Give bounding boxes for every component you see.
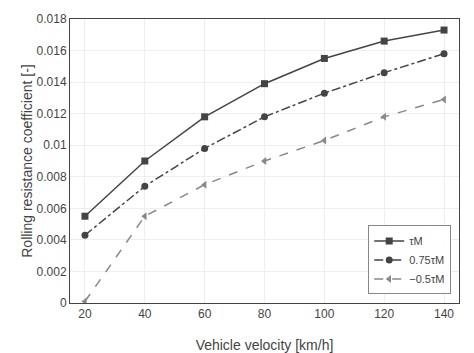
- svg-text:0.016: 0.016: [37, 44, 67, 58]
- svg-text:80: 80: [258, 307, 272, 321]
- svg-text:0.014: 0.014: [37, 75, 67, 89]
- svg-text:120: 120: [374, 307, 394, 321]
- svg-text:0: 0: [60, 296, 67, 310]
- svg-text:20: 20: [78, 307, 92, 321]
- svg-text:60: 60: [198, 307, 212, 321]
- svg-text:0.002: 0.002: [37, 265, 67, 279]
- svg-text:Rolling resistance coefficient: Rolling resistance coefficient [-]: [19, 64, 35, 258]
- svg-text:0.75τM: 0.75τM: [409, 254, 444, 266]
- svg-text:−0.5τM: −0.5τM: [409, 273, 444, 285]
- svg-text:40: 40: [138, 307, 152, 321]
- svg-text:0.018: 0.018: [37, 12, 67, 26]
- svg-text:0.01: 0.01: [43, 138, 67, 152]
- svg-text:0.012: 0.012: [37, 107, 67, 121]
- svg-text:τM: τM: [409, 235, 423, 247]
- svg-text:Vehicle velocity [km/h]: Vehicle velocity [km/h]: [196, 337, 334, 353]
- svg-text:100: 100: [314, 307, 334, 321]
- svg-text:140: 140: [434, 307, 454, 321]
- svg-text:0.006: 0.006: [37, 202, 67, 216]
- svg-text:0.008: 0.008: [37, 170, 67, 184]
- svg-text:0.004: 0.004: [37, 233, 67, 247]
